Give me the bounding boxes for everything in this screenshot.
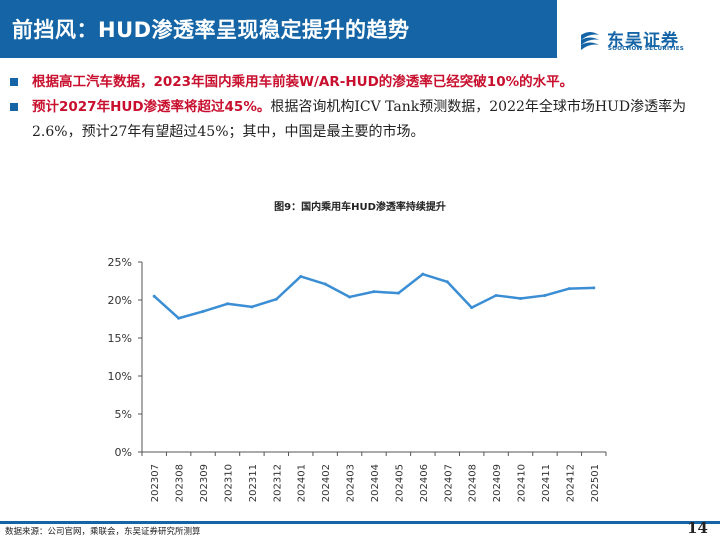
data-point (348, 295, 352, 299)
logo-text-en: SOOCHOW SECURITIES (608, 46, 685, 52)
x-tick-label: 202406 (419, 464, 430, 502)
x-tick-label: 202404 (370, 464, 381, 502)
soochow-logo-icon (581, 32, 599, 50)
bullet-text: 根据咨询机构ICV Tank预测数据，2022年全球市场HUD渗透率为2.6%，… (32, 99, 687, 140)
header-bar: 前挡风：HUD渗透率呈现稳定提升的趋势 (0, 0, 557, 58)
series-line (152, 272, 596, 320)
data-point (323, 282, 327, 286)
x-tick-label: 202401 (297, 464, 308, 502)
footer-divider (0, 521, 720, 524)
x-tick-label: 202408 (468, 464, 479, 502)
x-tick-label: 202307 (150, 464, 161, 502)
data-point (470, 306, 474, 310)
data-point (543, 293, 547, 297)
bullet-square-icon (10, 103, 18, 111)
x-tick-label: 202402 (321, 464, 332, 502)
y-tick-label: 10% (108, 370, 132, 383)
page-title: 前挡风：HUD渗透率呈现稳定提升的趋势 (12, 18, 410, 42)
x-tick-label: 202312 (272, 464, 283, 502)
y-tick-label: 25% (108, 256, 132, 269)
page-number: 14 (687, 519, 708, 537)
x-tick-label: 202310 (223, 464, 234, 502)
data-point (250, 305, 254, 309)
x-tick-label: 202309 (199, 464, 210, 502)
line-chart: 0% 5% 10% 15% 20% 25% 202307 202308 202309 202310… (108, 256, 607, 502)
data-point (152, 294, 156, 298)
x-tick-label: 202411 (541, 464, 552, 502)
data-point (567, 287, 571, 291)
x-tick-label: 202403 (346, 464, 357, 502)
data-point (396, 291, 400, 295)
y-tick-label: 20% (108, 294, 132, 307)
data-point (592, 286, 596, 290)
data-point (225, 302, 229, 306)
y-tick-label: 5% (115, 408, 132, 421)
data-point (519, 296, 523, 300)
x-tick-label: 202412 (565, 464, 576, 502)
data-point (299, 274, 303, 278)
data-point (274, 297, 278, 301)
data-source: 数据来源：公司官网，乘联会，东吴证券研究所测算 (5, 527, 201, 537)
x-tick-label: 202409 (492, 464, 503, 502)
data-point (421, 272, 425, 276)
x-tick-label: 202308 (175, 464, 186, 502)
data-point (201, 309, 205, 313)
data-point (494, 293, 498, 297)
x-tick-label: 202501 (590, 464, 601, 502)
data-point (445, 280, 449, 284)
bullet-highlight: 根据高工汽车数据，2023年国内乘用车前装W/AR-HUD的渗透率已经突破10%… (32, 74, 574, 90)
x-tick-label: 202405 (394, 464, 405, 502)
figure-title: 图9：国内乘用车HUD渗透率持续提升 (274, 202, 446, 213)
bullet-square-icon (10, 78, 18, 86)
logo-text-cn: 东吴证券 (607, 31, 679, 51)
bullet-highlight: 预计2027年HUD渗透率将超过45%。 (32, 99, 271, 115)
data-point (372, 290, 376, 294)
x-tick-label: 202407 (443, 464, 454, 502)
y-tick-label: 0% (115, 446, 132, 459)
x-tick-label: 202311 (248, 464, 259, 502)
y-tick-label: 15% (108, 332, 132, 345)
bullet-item: 预计2027年HUD渗透率将超过45%。根据咨询机构ICV Tank预测数据，2… (8, 95, 713, 145)
x-tick-label: 202410 (517, 464, 528, 502)
bullet-item: 根据高工汽车数据，2023年国内乘用车前装W/AR-HUD的渗透率已经突破10%… (8, 70, 713, 95)
data-point (177, 316, 181, 320)
bullet-list: 根据高工汽车数据，2023年国内乘用车前装W/AR-HUD的渗透率已经突破10%… (8, 70, 713, 145)
company-logo: 东吴证券 SOOCHOW SECURITIES (577, 25, 712, 55)
